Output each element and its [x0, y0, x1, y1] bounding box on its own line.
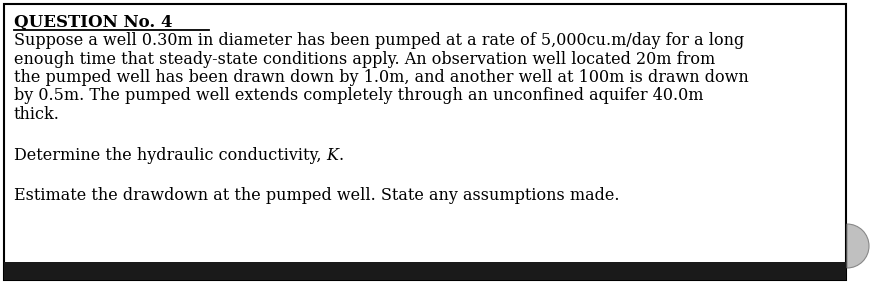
- Text: by 0.5m. The pumped well extends completely through an unconfined aquifer 40.0m: by 0.5m. The pumped well extends complet…: [14, 88, 704, 105]
- Text: enough time that steady-state conditions apply. An observation well located 20m : enough time that steady-state conditions…: [14, 50, 715, 68]
- Text: Suppose a well 0.30m in diameter has been pumped at a rate of 5,000cu.m/day for : Suppose a well 0.30m in diameter has bee…: [14, 32, 744, 49]
- Text: Determine the hydraulic conductivity,: Determine the hydraulic conductivity,: [14, 147, 326, 164]
- Text: QUESTION No. 4: QUESTION No. 4: [14, 14, 173, 31]
- Text: Estimate the drawdown at the pumped well. State any assumptions made.: Estimate the drawdown at the pumped well…: [14, 187, 620, 204]
- Text: .: .: [339, 147, 344, 164]
- Bar: [4, 262, 846, 280]
- Wedge shape: [847, 224, 869, 268]
- Text: thick.: thick.: [14, 106, 60, 123]
- Text: K: K: [326, 147, 339, 164]
- Text: the pumped well has been drawn down by 1.0m, and another well at 100m is drawn d: the pumped well has been drawn down by 1…: [14, 69, 749, 86]
